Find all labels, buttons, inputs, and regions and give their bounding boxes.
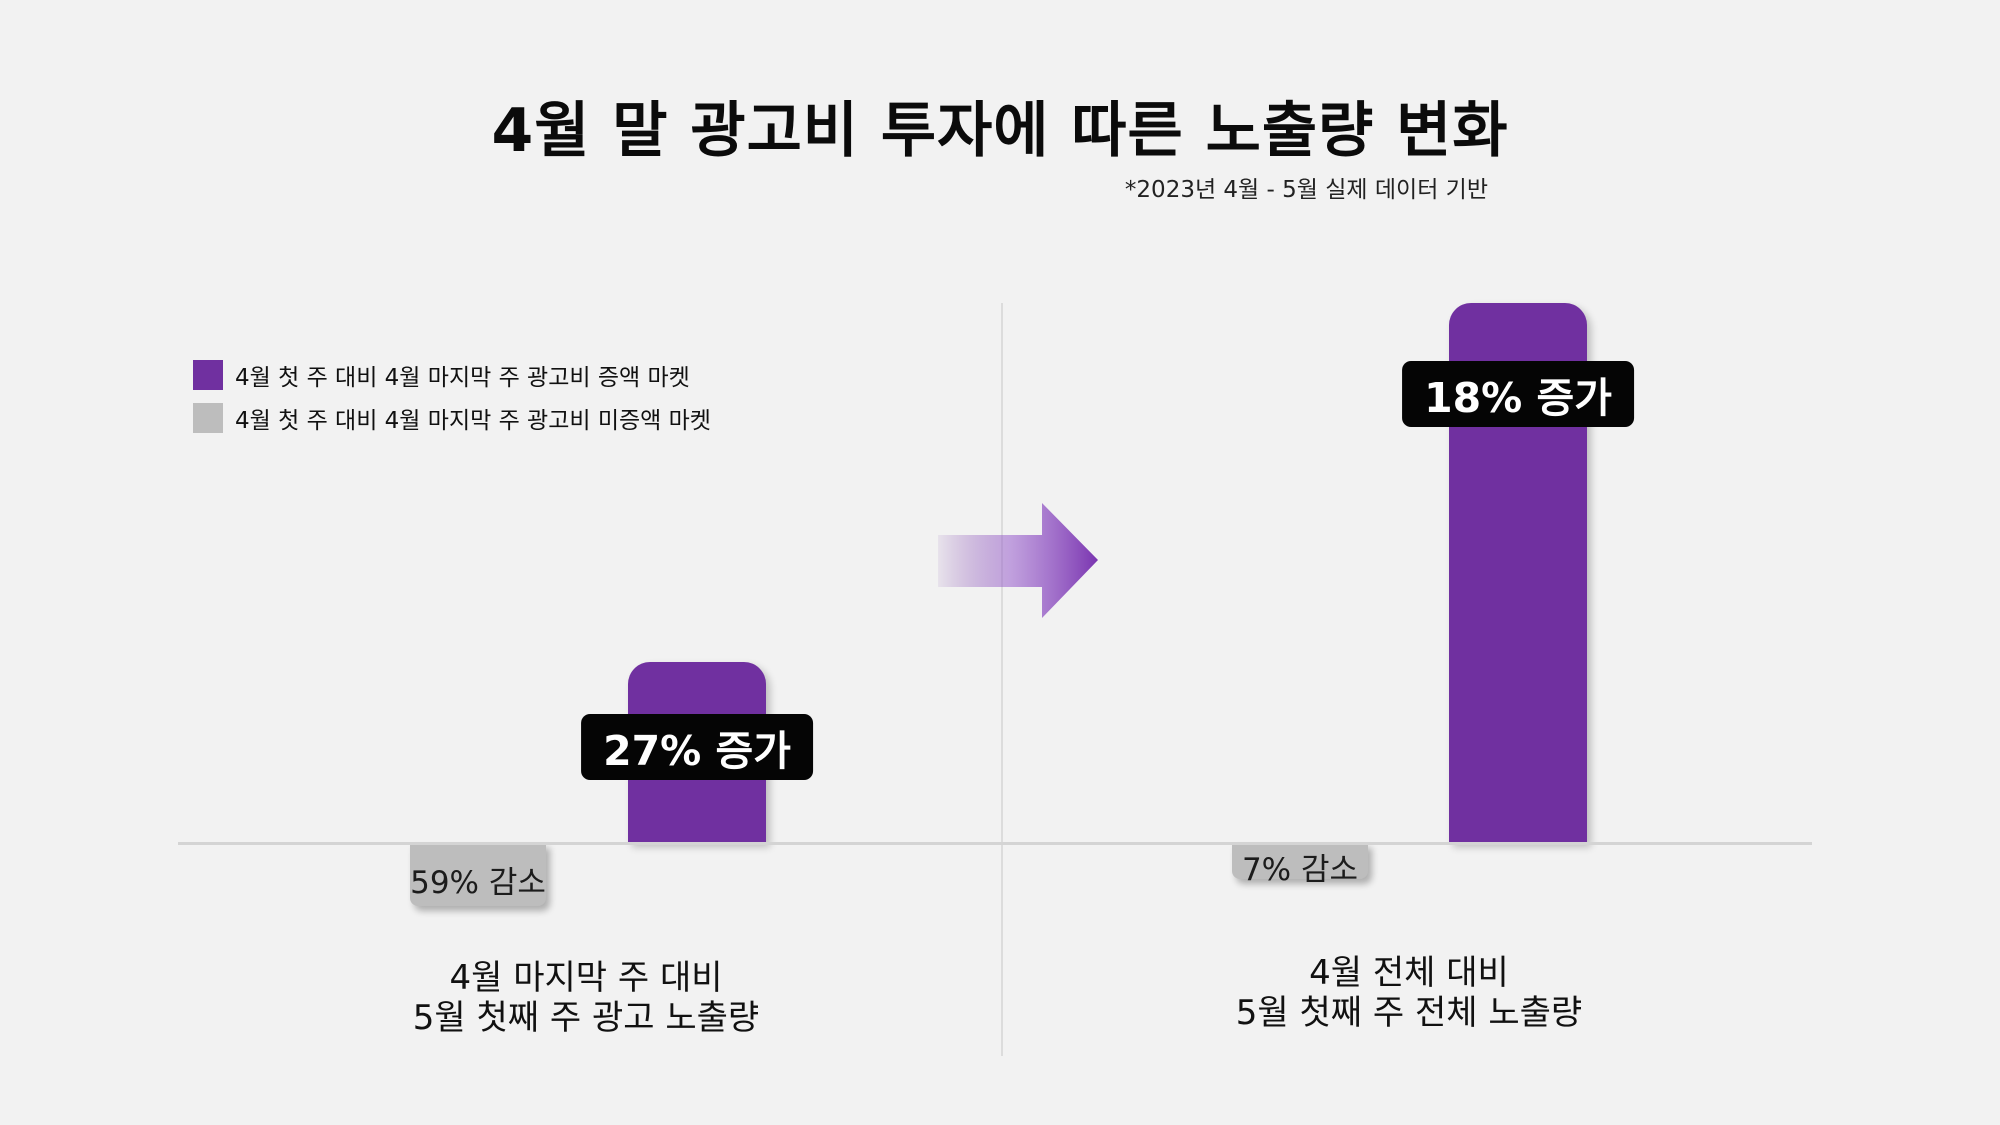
category-label-line: 4월 마지막 주 대비 — [449, 958, 723, 998]
legend-label-not-increased: 4월 첫 주 대비 4월 마지막 주 광고비 미증액 마켓 — [235, 408, 711, 434]
legend: 4월 첫 주 대비 4월 마지막 주 광고비 증액 마켓 4월 첫 주 대비 4… — [193, 360, 711, 446]
legend-item-not-increased: 4월 첫 주 대비 4월 마지막 주 광고비 미증액 마켓 — [193, 403, 711, 434]
category-label-line: 4월 전체 대비 — [1309, 953, 1509, 993]
legend-item-increased: 4월 첫 주 대비 4월 마지막 주 광고비 증액 마켓 — [193, 360, 711, 391]
legend-swatch-purple — [193, 360, 223, 390]
category-label-2: 4월 전체 대비 5월 첫째 주 전체 노출량 — [1109, 953, 1709, 1033]
category-label-line: 5월 첫째 주 광고 노출량 — [412, 998, 760, 1038]
chart-title: 4월 말 광고비 투자에 따른 노출량 변화 — [491, 96, 1509, 166]
data-label-increased-1: 27% 증가 — [581, 714, 813, 781]
data-label-increased-2: 18% 증가 — [1402, 361, 1634, 427]
bar-not-increased-2 — [1232, 843, 1368, 879]
arrow-right-icon — [938, 503, 1098, 618]
category-label-1: 4월 마지막 주 대비 5월 첫째 주 광고 노출량 — [286, 958, 886, 1038]
category-label-line: 5월 첫째 주 전체 노출량 — [1235, 993, 1583, 1033]
bar-not-increased-1 — [410, 843, 546, 906]
data-label-not-increased-1: 59% 감소 — [410, 865, 546, 902]
panel-divider — [1001, 303, 1003, 1056]
legend-swatch-gray — [193, 403, 223, 433]
legend-label-increased: 4월 첫 주 대비 4월 마지막 주 광고비 증액 마켓 — [235, 365, 690, 391]
x-axis-baseline — [178, 842, 1812, 845]
data-label-not-increased-2: 7% 감소 — [1241, 851, 1359, 888]
chart-subtitle: *2023년 4월 - 5월 실제 데이터 기반 — [1124, 177, 1488, 203]
